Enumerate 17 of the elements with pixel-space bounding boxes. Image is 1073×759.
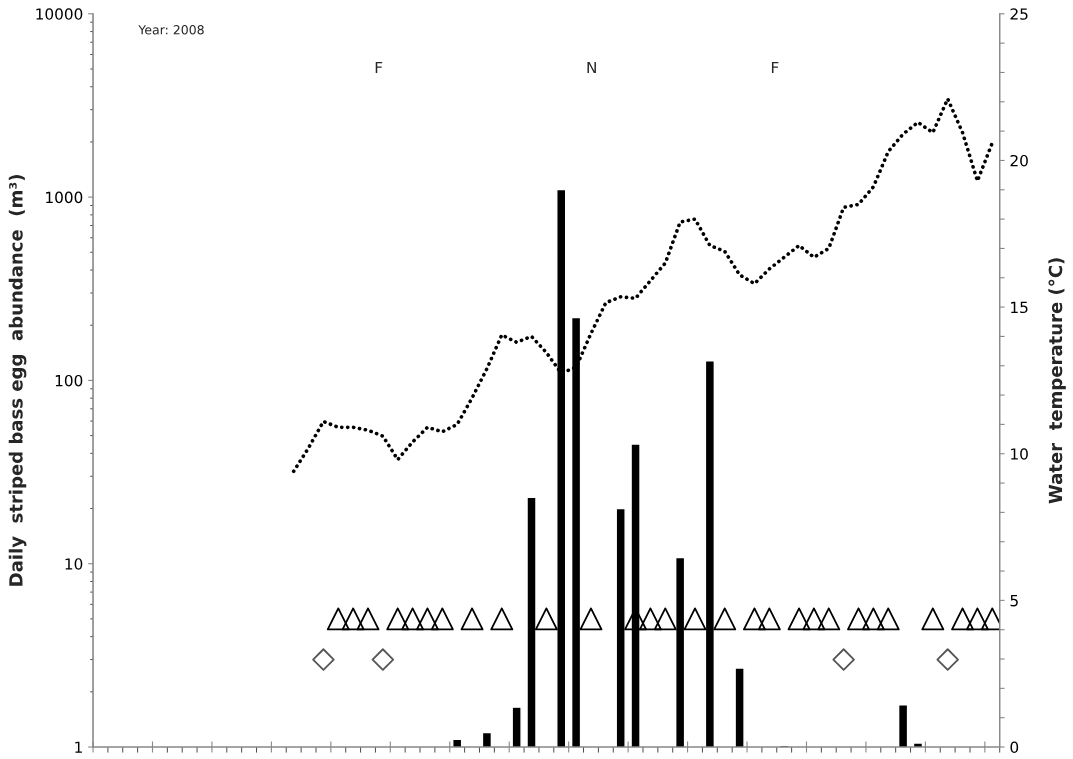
y2-tick-label: 25 — [1010, 8, 1028, 20]
y-tick-label: 100 — [55, 374, 83, 387]
y2-tick-label: 0 — [1010, 741, 1019, 754]
y2-tick-label: 5 — [1010, 595, 1018, 607]
y2-tick-label: 20 — [1010, 154, 1028, 167]
annotation: N — [587, 61, 596, 74]
annotation: F — [375, 61, 383, 74]
y2-axis-title: Water temperature (°C) — [1048, 258, 1066, 504]
y-tick-label: 10 — [65, 558, 83, 570]
y-tick-label: 1 — [75, 741, 82, 753]
annotation: F — [771, 61, 779, 74]
y-tick-label: 10000 — [36, 8, 83, 20]
y-axis-title: Daily striped bass egg abundance (m³) — [8, 175, 27, 586]
annotation: Year: 2008 — [138, 25, 204, 35]
y2-tick-label: 15 — [1011, 301, 1028, 314]
y-tick-label: 1000 — [46, 191, 83, 204]
y2-tick-label: 10 — [1011, 448, 1028, 460]
